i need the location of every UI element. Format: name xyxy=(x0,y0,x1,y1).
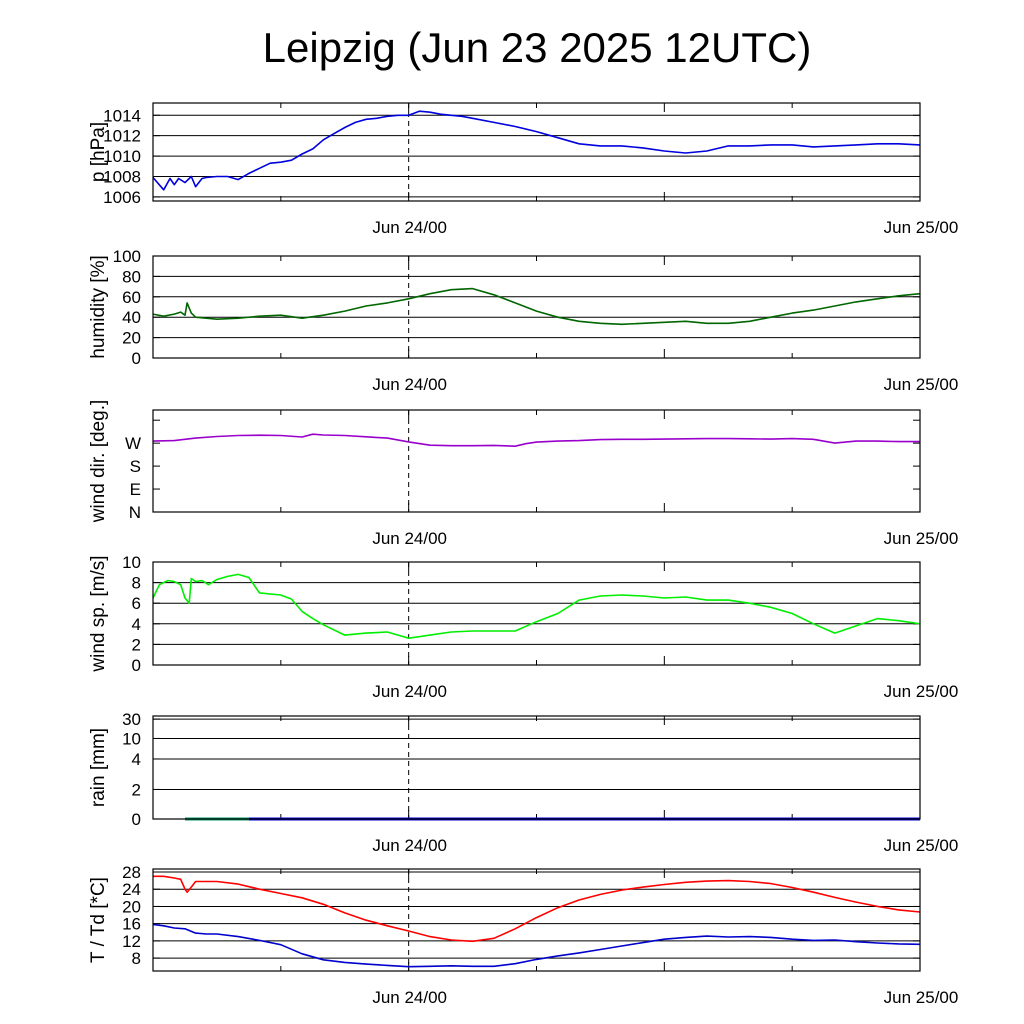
temperature-xtick-label: Jun 24/00 xyxy=(372,988,447,1007)
humidity-ytick-label: 80 xyxy=(122,267,141,286)
wind-speed-ytick-label: 10 xyxy=(122,553,141,572)
temperature-series-line-0 xyxy=(153,875,921,943)
wind-speed-ytick-label: 8 xyxy=(132,574,141,593)
wind-speed-ytick-label: 2 xyxy=(132,635,141,654)
rain-ytick-label: 0 xyxy=(132,810,141,829)
wind-direction-ytick-label: W xyxy=(125,434,141,453)
temperature-axis-label: T / Td [*C] xyxy=(88,877,109,963)
temperature-ytick-label: 20 xyxy=(122,897,141,916)
pressure-ytick-label: 1006 xyxy=(103,188,141,207)
humidity-ytick-label: 100 xyxy=(113,247,141,266)
wind-speed-axis-label: wind sp. [m/s] xyxy=(88,555,109,672)
wind-direction-ytick-label: S xyxy=(130,457,141,476)
temperature-ytick-label: 12 xyxy=(122,932,141,951)
rain-axis-label: rain [mm] xyxy=(88,728,109,807)
wind-speed-xtick-label: Jun 24/00 xyxy=(372,682,447,701)
rain-ytick-label: 10 xyxy=(122,729,141,748)
temperature-ytick-label: 16 xyxy=(122,915,141,934)
temperature-xtick-label: Jun 25/00 xyxy=(884,988,959,1007)
temperature-plot-frame xyxy=(152,868,921,972)
wind-direction-axis-label: wind dir. [deg.] xyxy=(88,400,109,524)
humidity-series-line-0 xyxy=(152,287,921,326)
pressure-plot-frame xyxy=(152,102,921,202)
wind-speed-ytick-label: 4 xyxy=(132,615,141,634)
wind-speed-plot-frame xyxy=(152,561,921,666)
chart-title: Leipzig (Jun 23 2025 12UTC) xyxy=(262,24,812,71)
wind-speed-ytick-label: 0 xyxy=(132,656,141,675)
pressure-xtick-label: Jun 25/00 xyxy=(884,218,959,237)
wind-direction-xtick-label: Jun 25/00 xyxy=(884,529,959,548)
pressure-series-line-0 xyxy=(152,110,921,191)
wind-direction-xtick-label: Jun 24/00 xyxy=(372,529,447,548)
temperature-series-line-1 xyxy=(152,923,921,968)
rain-xtick-label: Jun 25/00 xyxy=(884,836,959,855)
temperature-ytick-label: 8 xyxy=(132,949,141,968)
humidity-ytick-label: 40 xyxy=(122,308,141,327)
humidity-ytick-label: 20 xyxy=(122,329,141,348)
pressure-ytick-label: 1010 xyxy=(103,147,141,166)
pressure-axis-label: p [hPa] xyxy=(88,122,109,182)
humidity-xtick-label: Jun 24/00 xyxy=(372,375,447,394)
temperature-ytick-label: 28 xyxy=(122,863,141,882)
pressure-ytick-label: 1012 xyxy=(103,127,141,146)
pressure-xtick-label: Jun 24/00 xyxy=(372,218,447,237)
wind-direction-series-line-0 xyxy=(152,433,920,448)
humidity-plot-frame xyxy=(152,255,921,359)
wind-direction-ytick-label: N xyxy=(129,503,141,522)
pressure-ytick-label: 1008 xyxy=(103,168,141,187)
wind-speed-xtick-label: Jun 25/00 xyxy=(884,682,959,701)
wind-direction-plot-frame xyxy=(152,409,921,513)
temperature-ytick-label: 24 xyxy=(122,880,141,899)
rain-xtick-label: Jun 24/00 xyxy=(372,836,447,855)
humidity-ytick-label: 60 xyxy=(122,288,141,307)
humidity-xtick-label: Jun 25/00 xyxy=(884,375,959,394)
rain-ytick-label: 4 xyxy=(132,750,141,769)
rain-plot-frame xyxy=(152,715,921,820)
humidity-ytick-label: 0 xyxy=(132,349,141,368)
rain-ytick-label: 2 xyxy=(132,780,141,799)
wind-direction-ytick-label: E xyxy=(130,480,141,499)
wind-speed-ytick-label: 6 xyxy=(132,594,141,613)
wind-speed-series-line-0 xyxy=(152,573,921,640)
humidity-axis-label: humidity [%] xyxy=(88,255,109,358)
rain-ytick-label: 30 xyxy=(122,710,141,729)
pressure-ytick-label: 1014 xyxy=(103,106,141,125)
